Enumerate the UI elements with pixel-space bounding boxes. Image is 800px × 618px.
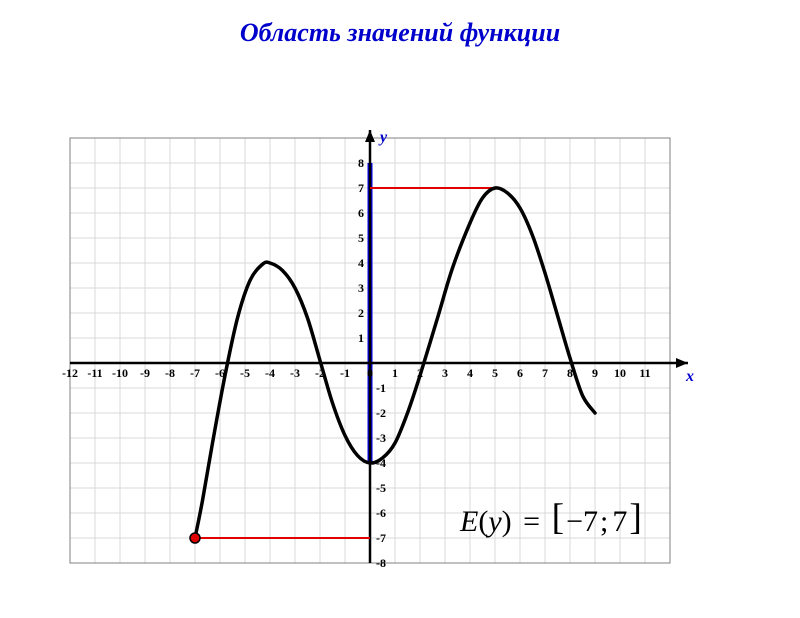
svg-text:-11: -11 [87,366,102,380]
svg-text:-7: -7 [376,531,386,545]
svg-text:-3: -3 [290,366,300,380]
svg-text:5: 5 [358,231,364,245]
svg-text:5: 5 [492,366,498,380]
formula-E: E [460,505,478,538]
svg-text:-8: -8 [376,556,386,570]
svg-text:-1: -1 [376,381,386,395]
formula-v2: 7 [612,505,627,538]
page-title: Область значений функции [0,18,800,48]
svg-text:1: 1 [358,331,364,345]
formula-y: y [488,505,501,538]
svg-text:10: 10 [614,366,626,380]
formula-lbracket: [ [552,497,565,538]
svg-text:-3: -3 [376,431,386,445]
svg-text:-2: -2 [376,406,386,420]
svg-text:9: 9 [592,366,598,380]
formula-v1: 7 [583,505,598,538]
svg-text:8: 8 [358,156,364,170]
formula-rbracket: ] [629,497,642,538]
svg-text:-5: -5 [240,366,250,380]
svg-text:y: y [378,129,388,146]
svg-text:0: 0 [367,366,373,380]
formula-eq: = [523,505,540,538]
svg-text:3: 3 [442,366,448,380]
svg-text:3: 3 [358,281,364,295]
svg-text:-8: -8 [165,366,175,380]
svg-text:-6: -6 [376,506,386,520]
svg-text:7: 7 [358,181,364,195]
svg-text:2: 2 [358,306,364,320]
svg-text:6: 6 [358,206,364,220]
svg-text:-9: -9 [140,366,150,380]
svg-text:4: 4 [358,256,364,270]
formula-minus: − [566,505,583,538]
svg-text:4: 4 [467,366,473,380]
formula-sep: ; [600,505,608,538]
svg-text:6: 6 [517,366,523,380]
svg-text:-1: -1 [340,366,350,380]
formula-paren-close: ) [502,505,512,538]
range-formula: E(y) = [−7;7] [460,498,642,541]
svg-text:7: 7 [542,366,548,380]
svg-text:x: x [685,368,694,385]
svg-text:-7: -7 [190,366,200,380]
svg-text:11: 11 [639,366,650,380]
formula-paren-open: ( [478,505,488,538]
svg-text:-5: -5 [376,481,386,495]
svg-text:-4: -4 [265,366,275,380]
svg-text:1: 1 [392,366,398,380]
svg-text:-12: -12 [62,366,78,380]
svg-text:-10: -10 [112,366,128,380]
